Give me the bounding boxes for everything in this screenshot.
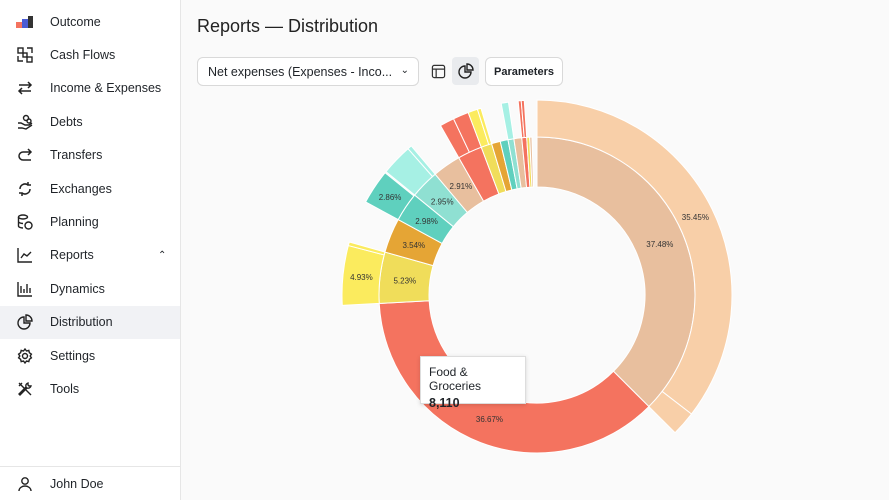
select-value: Net expenses (Expenses - Inco...	[208, 65, 393, 79]
sidebar-item-label: Reports	[50, 248, 94, 263]
outer-segment[interactable]	[347, 241, 386, 256]
segment-label: 2.98%	[415, 217, 438, 226]
sidebar-item-debts[interactable]: Debts	[0, 105, 180, 138]
pie-chart-icon	[16, 313, 34, 331]
refresh-icon	[16, 180, 34, 198]
segment-label: 35.45%	[682, 213, 709, 222]
hand-coins-icon	[16, 113, 34, 131]
report-type-select[interactable]: Net expenses (Expenses - Inco... ⌄	[197, 57, 419, 86]
outcome-logo-icon	[16, 13, 34, 31]
sidebar-item-label: Tools	[50, 381, 80, 396]
sidebar-item-label: Distribution	[50, 315, 113, 330]
sidebar-item-label: Transfers	[50, 148, 103, 163]
sidebar-item-label: Debts	[50, 114, 83, 129]
sidebar-item-label: Cash Flows	[50, 47, 116, 62]
chevron-up-icon[interactable]: ⌃	[158, 249, 167, 261]
sidebar-item-settings[interactable]: Settings	[0, 339, 180, 372]
segment-label: 3.54%	[402, 241, 425, 250]
inner-segment[interactable]	[378, 300, 650, 454]
sidebar-item-label: Settings	[50, 348, 96, 363]
sidebar-item-planning[interactable]: Planning	[0, 205, 180, 238]
table-view-button[interactable]	[425, 57, 452, 85]
user-profile[interactable]: John Doe	[0, 466, 180, 500]
sidebar-item-label: Planning	[50, 214, 99, 229]
sidebar-item-reports[interactable]: Reports ⌃	[0, 239, 180, 272]
sidebar-item-cash-flows[interactable]: Cash Flows	[0, 38, 180, 71]
sidebar-item-label: Exchanges	[50, 181, 112, 196]
outer-segment[interactable]	[648, 390, 693, 434]
bar-chart-icon	[16, 280, 34, 298]
inner-segment[interactable]	[529, 136, 535, 188]
segment-label: 4.93%	[350, 273, 373, 282]
segment-label: 37.48%	[646, 240, 673, 249]
outer-segment[interactable]	[407, 145, 436, 178]
page-title: Reports — Distribution	[197, 16, 379, 36]
user-name: John Doe	[50, 476, 104, 491]
segment-label: 2.91%	[450, 182, 473, 191]
segment-label: 2.95%	[431, 198, 454, 207]
gear-icon	[16, 347, 34, 365]
sidebar-item-label: Dynamics	[50, 281, 105, 296]
sidebar: Outcome Cash Flows Income & Expenses Debts T…	[0, 0, 181, 500]
arrows-left-right-icon	[16, 79, 34, 97]
chart-view-button[interactable]	[452, 57, 479, 85]
outer-segment[interactable]	[364, 172, 415, 221]
outer-segment[interactable]	[476, 107, 493, 146]
sidebar-item-label: Outcome	[50, 14, 101, 29]
segment-label: 2.86%	[379, 193, 402, 202]
sidebar-item-distribution[interactable]: Distribution	[0, 305, 180, 339]
sidebar-item-tools[interactable]: Tools	[0, 372, 180, 405]
tooltip-value: 8,110	[429, 396, 460, 410]
line-chart-icon	[16, 246, 34, 264]
parameters-button[interactable]: Parameters	[485, 57, 563, 86]
chevron-down-icon: ⌄	[400, 65, 409, 76]
segment-label: 36.67%	[476, 415, 503, 424]
sidebar-item-dynamics[interactable]: Dynamics	[0, 272, 180, 305]
coins-stack-icon	[16, 213, 34, 231]
sidebar-item-outcome[interactable]: Outcome	[0, 5, 180, 38]
tools-icon	[16, 380, 34, 398]
segment-label: 5.23%	[393, 276, 416, 285]
sidebar-item-exchanges[interactable]: Exchanges	[0, 172, 180, 205]
table-icon	[431, 64, 446, 78]
redo-arrow-icon	[16, 146, 34, 164]
cash-flows-icon	[16, 46, 34, 64]
sidebar-item-income-expenses[interactable]: Income & Expenses	[0, 72, 180, 105]
sidebar-item-transfers[interactable]: Transfers	[0, 139, 180, 172]
sidebar-item-label: Income & Expenses	[50, 81, 162, 96]
outer-segment[interactable]	[500, 101, 515, 141]
tooltip-name: Food & Groceries	[429, 365, 482, 393]
outer-segment[interactable]	[520, 99, 528, 139]
user-icon	[16, 475, 34, 493]
chart-tooltip: Food & Groceries 8,110	[420, 356, 526, 410]
pie-chart-icon	[457, 63, 474, 79]
